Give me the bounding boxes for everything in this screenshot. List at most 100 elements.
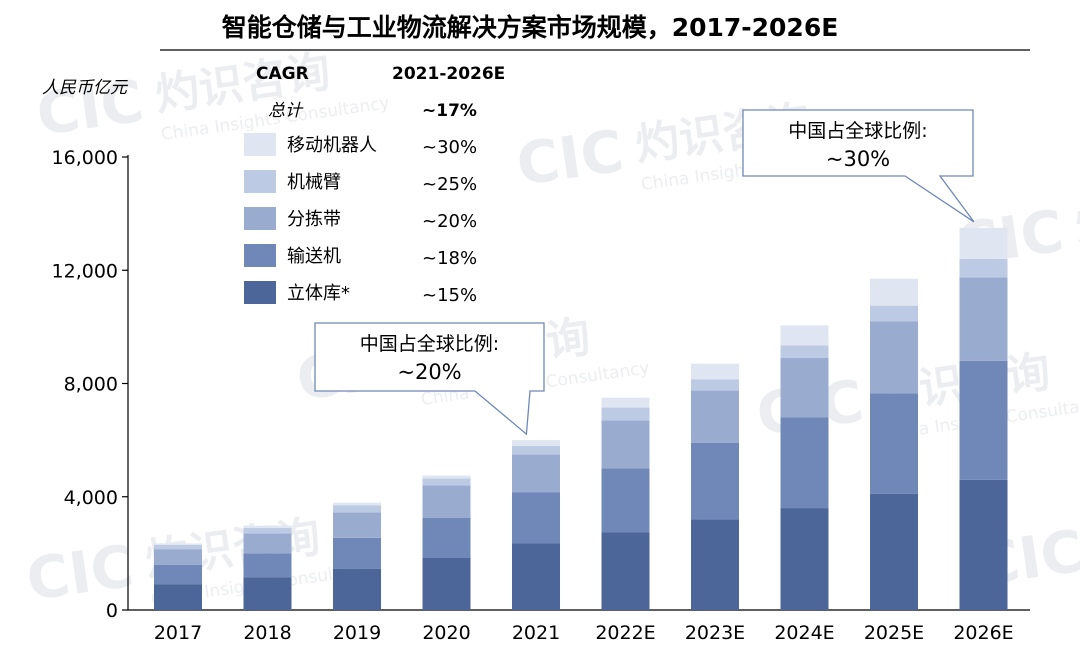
bar-segment [870,278,918,306]
bar-segment [512,454,560,493]
x-tick-label: 2017 [154,622,202,644]
bar-segment [870,393,918,494]
bar-segment [154,584,202,610]
x-tick-label: 2026E [953,622,1013,644]
bar-segment [243,553,292,578]
bar-segment [154,549,202,565]
bar-segment [154,544,202,550]
x-tick-label: 2020 [422,622,470,644]
legend-swatch [244,244,276,267]
bar-segment [333,568,381,610]
bar-segment [959,258,1008,278]
bars-layer [154,227,1008,610]
watermark-brand: CIC [512,117,627,199]
y-tick-label: 16,000 [52,147,118,169]
legend-item-cagr: ~25% [422,174,477,195]
legend-item-label: 移动机器人 [287,135,377,156]
bar-segment [422,517,471,558]
x-tick-label: 2018 [243,622,291,644]
bar-segment [243,577,292,610]
bar-segment [959,479,1008,610]
bar-segment [154,564,202,585]
watermark-brand: CIC [32,67,147,149]
x-tick-label: 2019 [333,622,381,644]
bar-segment [691,442,739,520]
callout-line2: ~20% [397,360,461,384]
bar-segment [691,519,739,610]
bar-segment [780,417,829,509]
legend-item-label: 分拣带 [287,209,341,230]
bar-segment [870,321,918,394]
legend-item-cagr: ~15% [422,285,477,306]
bar-segment [780,358,829,418]
bar-segment [512,445,560,455]
bar-segment [333,537,381,569]
x-tick-label: 2021 [512,622,560,644]
legend-item-label: 输送机 [287,246,341,267]
x-tick-label: 2022E [595,622,655,644]
y-tick-label: 12,000 [52,260,118,282]
chart-title: 智能仓储与工业物流解决方案市场规模，2017-2026E [222,13,839,42]
bar-segment [601,407,650,421]
callout-line2: ~30% [826,147,890,171]
bar-segment [691,390,739,443]
legend-item-cagr: ~30% [422,137,477,158]
callout-layer: 中国占全球比例: ~20% 中国占全球比例: ~30% [314,109,975,436]
x-tick-label: 2025E [864,622,924,644]
watermark-cn: 灼识咨询 [1072,176,1080,251]
bar-segment [422,485,471,518]
legend-period-header: 2021-2026E [392,64,505,84]
bar-segment [870,305,918,322]
legend-item-label: 机械臂 [287,172,341,193]
x-tick-label: 2024E [774,622,834,644]
bar-segment [422,478,471,486]
legend-cagr-header: CAGR [256,64,309,84]
bar-segment [601,468,650,533]
legend-layer: CAGR 2021-2026E 总计 ~17% 移动机器人 ~30% 机械臂 ~25% 分拣带 ~… [244,64,505,306]
bar-segment [333,502,381,506]
bar-segment [512,440,560,446]
callout: 中国占全球比例: ~20% [314,322,545,436]
bar-segment [601,397,650,408]
bar-segment [422,475,471,479]
bar-segment [870,493,918,610]
legend-swatch [244,133,276,156]
bar-segment [243,525,292,528]
watermark-brand: CIC [22,532,137,614]
callout-box [314,322,545,436]
legend-item-label: 立体库* [287,283,350,304]
bar-segment [512,543,560,610]
callout-line1: 中国占全球比例: [788,120,927,142]
legend-total-label: 总计 [268,101,304,121]
bar-segment [333,505,381,513]
legend-item-cagr: ~20% [422,211,477,232]
bar-segment [691,379,739,391]
bar-segment [601,532,650,610]
bar-segment [691,363,739,380]
y-tick-label: 8,000 [64,374,118,396]
bar-segment [601,420,650,469]
y-tick-label: 0 [106,600,118,622]
bar-segment [154,543,202,545]
y-axis-label: 人民币亿元 [42,78,129,98]
bar-segment [333,512,381,538]
bar-segment [422,557,471,610]
legend-item-cagr: ~18% [422,248,477,269]
bar-segment [243,533,292,554]
legend-swatch [244,207,276,230]
bar-segment [512,492,560,544]
legend-swatch [244,281,276,304]
bar-segment [780,508,829,610]
bar-segment [959,277,1008,361]
y-tick-label: 4,000 [64,487,118,509]
bar-segment [780,325,829,346]
x-tick-label: 2023E [685,622,745,644]
bar-segment [780,345,829,359]
bar-segment [959,227,1008,259]
callout-line1: 中国占全球比例: [360,333,499,355]
bar-segment [959,360,1008,480]
callout: 中国占全球比例: ~30% [742,109,975,223]
bar-segment [243,527,292,534]
